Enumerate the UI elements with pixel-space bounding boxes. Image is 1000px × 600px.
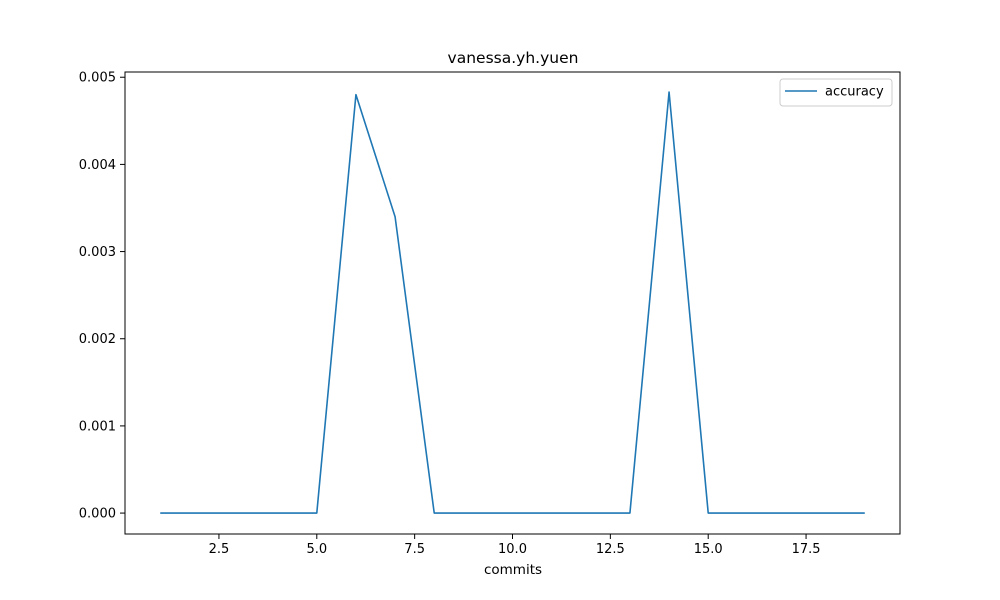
y-tick-label: 0.000 [79, 507, 116, 522]
x-axis-ticks: 2.5 5.0 7.5 10.0 12.5 15.0 17.5 [209, 534, 821, 557]
x-tick-label: 5.0 [306, 542, 327, 557]
x-tick-label: 10.0 [498, 542, 527, 557]
chart-title: vanessa.yh.yuen [448, 49, 579, 67]
x-tick-label: 7.5 [404, 542, 425, 557]
x-tick-label: 15.0 [694, 542, 723, 557]
series-line-accuracy [160, 91, 865, 514]
x-tick-label: 12.5 [596, 542, 625, 557]
series-layer [160, 91, 865, 514]
y-tick-label: 0.005 [79, 71, 116, 86]
x-axis-label: commits [484, 562, 542, 578]
x-tick-label: 2.5 [209, 542, 230, 557]
y-tick-label: 0.002 [79, 332, 116, 347]
y-tick-label: 0.001 [79, 419, 116, 434]
plot-area: 2.5 5.0 7.5 10.0 12.5 15.0 17.5 0.0000.0010.00… [79, 71, 901, 557]
y-axis-ticks: 0.000 0.001 0.002 0.003 0.004 0.005 [79, 71, 125, 522]
legend-label: accuracy [825, 85, 884, 100]
legend: accuracy [779, 78, 893, 107]
y-tick-label: 0.004 [79, 158, 116, 173]
legend-box [779, 78, 893, 107]
y-tick-label: 0.003 [79, 245, 116, 260]
x-tick-label: 17.5 [792, 542, 821, 557]
